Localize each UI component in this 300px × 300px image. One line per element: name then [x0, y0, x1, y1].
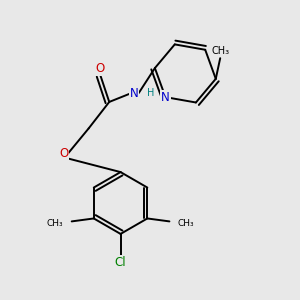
- Text: N: N: [161, 91, 170, 103]
- Text: H: H: [147, 88, 155, 98]
- Text: O: O: [59, 147, 68, 160]
- Text: Cl: Cl: [115, 256, 126, 269]
- Text: CH₃: CH₃: [47, 219, 64, 228]
- Text: O: O: [96, 61, 105, 75]
- Text: CH₃: CH₃: [211, 46, 229, 56]
- Text: N: N: [130, 87, 139, 100]
- Text: CH₃: CH₃: [178, 219, 194, 228]
